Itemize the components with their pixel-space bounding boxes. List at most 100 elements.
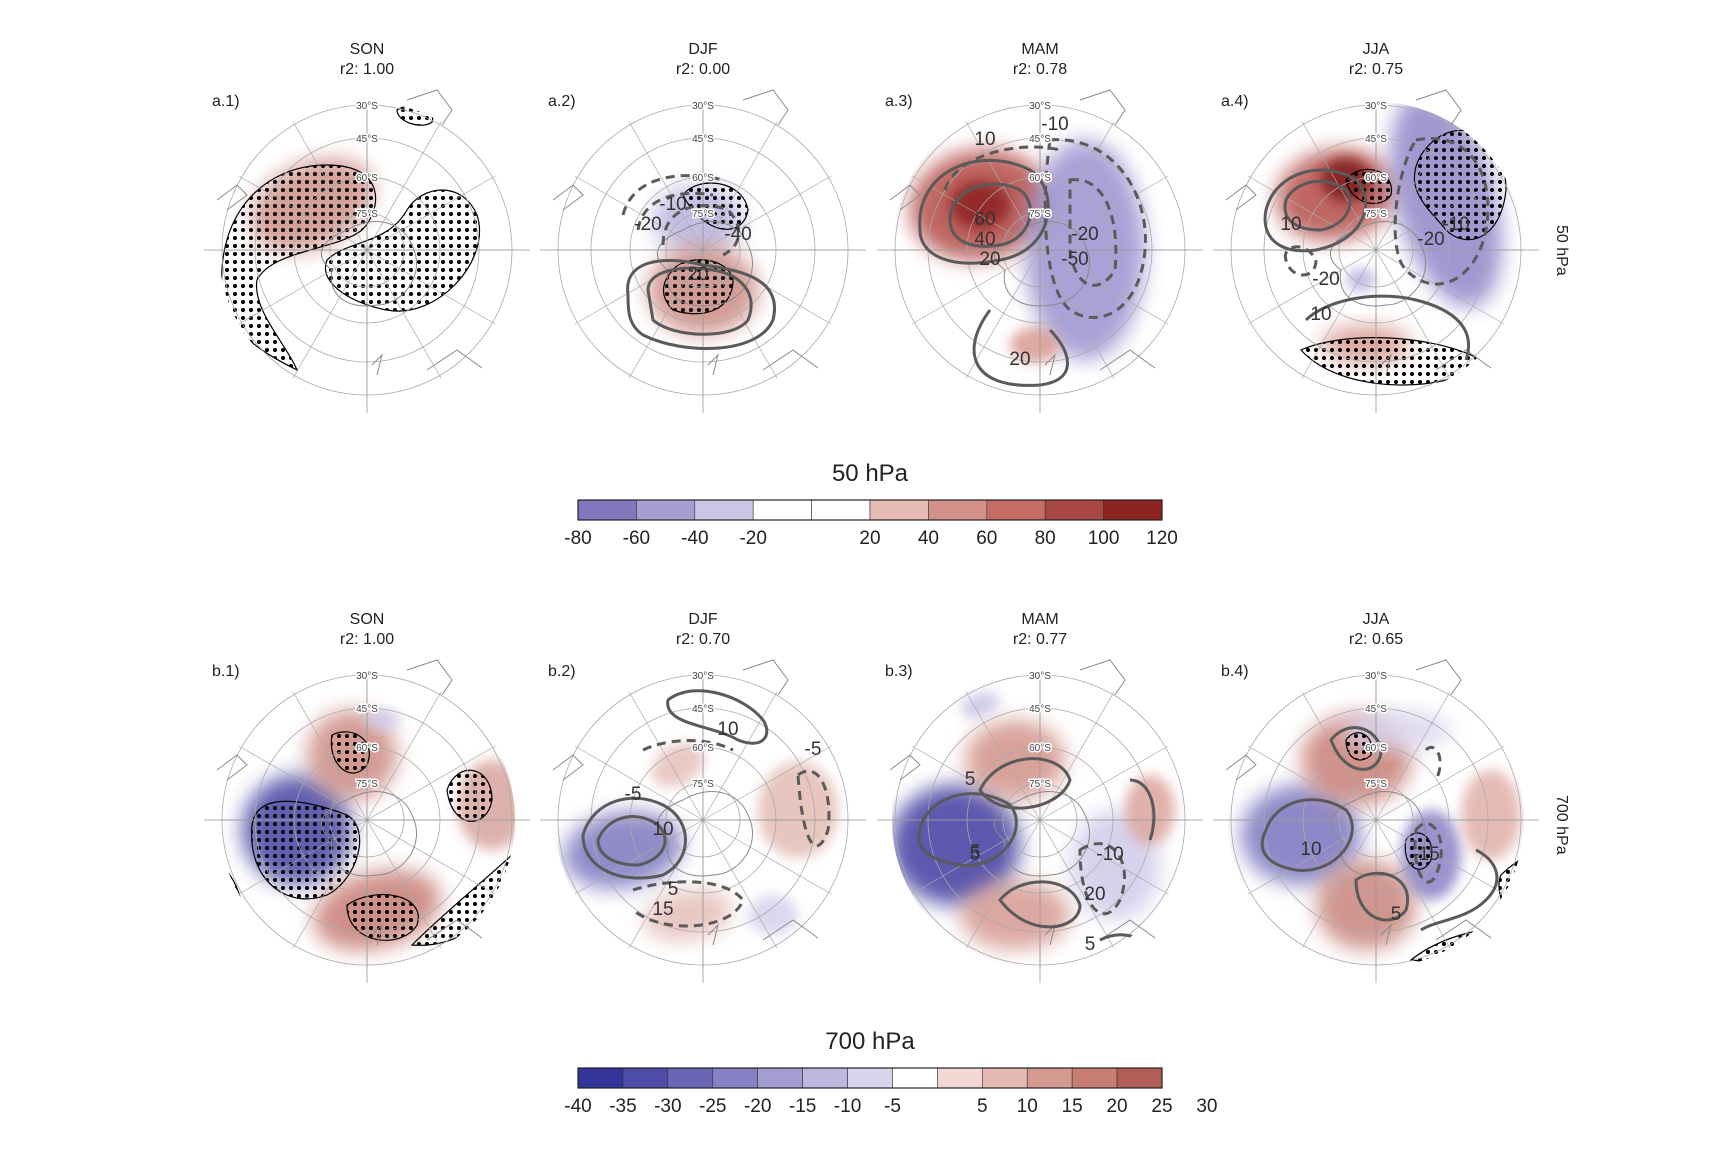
positive-contour [596,815,667,867]
latitude-label: 75°S [692,779,714,790]
contour-lines [1260,726,1499,932]
meridian-line [1375,819,1451,949]
panel-season-title: SON [349,41,385,58]
colorbar-swatch [986,499,1046,521]
panel-label: a.4) [1221,93,1249,110]
latitude-label: 60°S [356,173,378,184]
contour-label: 60 [974,209,995,230]
colorbar-tick-label: 100 [1087,528,1120,549]
meridian-line [965,249,1041,379]
meridian-line [702,691,778,821]
colorbar-swatch [1116,1067,1163,1089]
contour-label: 40 [974,229,995,250]
positive-contour [998,880,1082,929]
negative-contour [632,880,745,928]
meridian-line [1301,819,1377,949]
south-america-outline [216,184,248,211]
negative-contour [1413,822,1443,884]
colorbar-tick-label: -40 [564,1096,592,1117]
meridian-line [702,819,832,895]
panel-label: a.3) [885,93,913,110]
panel-season-title: MAM [1021,41,1059,58]
new-zealand-outline [371,923,383,946]
meridian-line [1039,819,1169,895]
colorbar-swatch [982,1067,1028,1089]
anomaly-blob [1010,327,1060,363]
meridian-line [965,819,1041,949]
negative-contour [1393,137,1490,286]
panel-label: b.3) [885,663,913,680]
panel-season-title: SON [349,611,385,628]
colorbar [577,499,1163,521]
positive-contour [948,182,1032,248]
meridian-line [628,249,704,379]
latitude-label: 45°S [356,134,378,145]
panel-label: b.1) [212,663,240,680]
anomaly-blob [892,785,1020,905]
meridian-line [366,819,496,895]
positive-contour [978,757,1072,810]
latitude-label: 75°S [356,779,378,790]
colorbar-tick-label: -20 [739,528,767,549]
colorbar-tick-label: -5 [884,1096,901,1117]
latitude-label: 30°S [1029,101,1051,112]
meridian-line [366,249,496,325]
colorbar-tick-label: 20 [1106,1096,1128,1117]
positive-contour [646,266,753,336]
latitude-label: 75°S [356,209,378,220]
contour-label: 5 [668,879,679,900]
contour-label: -40 [724,224,751,245]
colorbar-swatch [802,1067,848,1089]
antarctica-outline [656,221,754,307]
meridian-line [1375,121,1451,251]
meridian-line [574,745,704,821]
colorbar-tick-label: -20 [743,1096,772,1117]
meridian-line [1375,745,1505,821]
latitude-label: 75°S [1029,209,1051,220]
colorbar-swatch [667,1067,714,1089]
negative-contour [1283,245,1318,277]
colorbar-tick-label: 40 [917,528,939,549]
new-zealand-outline [1044,923,1056,946]
positive-contour [581,796,687,880]
colorbar-swatch [869,499,929,521]
colorbar-swatch [1044,499,1104,521]
meridian-line [366,121,442,251]
australia-outline [762,349,819,371]
south-america-outline [216,754,248,781]
latitude-label: 60°S [1029,743,1051,754]
contour-label: 10 [652,819,673,840]
colorbar-tick-label: -60 [622,528,651,549]
australia-outline [762,919,819,941]
contour-label: -5 [625,784,642,805]
colorbar-frame [577,499,1163,521]
meridian-line [238,819,368,895]
latitude-label: 75°S [692,209,714,220]
contour-label: 5 [965,769,976,790]
panel-r2-text: r2: 0.70 [675,631,731,648]
negative-contour [642,739,734,752]
australia-outline [1435,919,1492,941]
positive-contour [1420,848,1499,932]
negative-contour [661,204,741,257]
colorbar-swatch [811,499,871,521]
positive-contour [1129,778,1156,841]
antarctica-outline [320,221,418,307]
latitude-label: 75°S [1029,779,1051,790]
africa-outline [1079,659,1126,696]
africa-outline [1079,89,1126,126]
colorbar-tick-label: 60 [976,528,998,549]
latitude-label: 30°S [1365,101,1387,112]
colorbar-tick-label: 15 [1061,1096,1083,1117]
colorbar-swatch [1026,1067,1073,1089]
new-zealand-outline [1380,923,1392,946]
negative-contour [1078,842,1126,916]
colorbar-tick-label: -10 [833,1096,862,1117]
colorbar-swatch [892,1067,938,1089]
meridian-line [366,249,442,379]
panel-a4: 30°S 45°S 60°S 75°S 10 -20 -20 10 -10 [1213,89,1539,413]
anomaly-field [1241,710,1524,962]
new-zealand-outline [707,923,719,946]
meridian-line [1039,121,1115,251]
